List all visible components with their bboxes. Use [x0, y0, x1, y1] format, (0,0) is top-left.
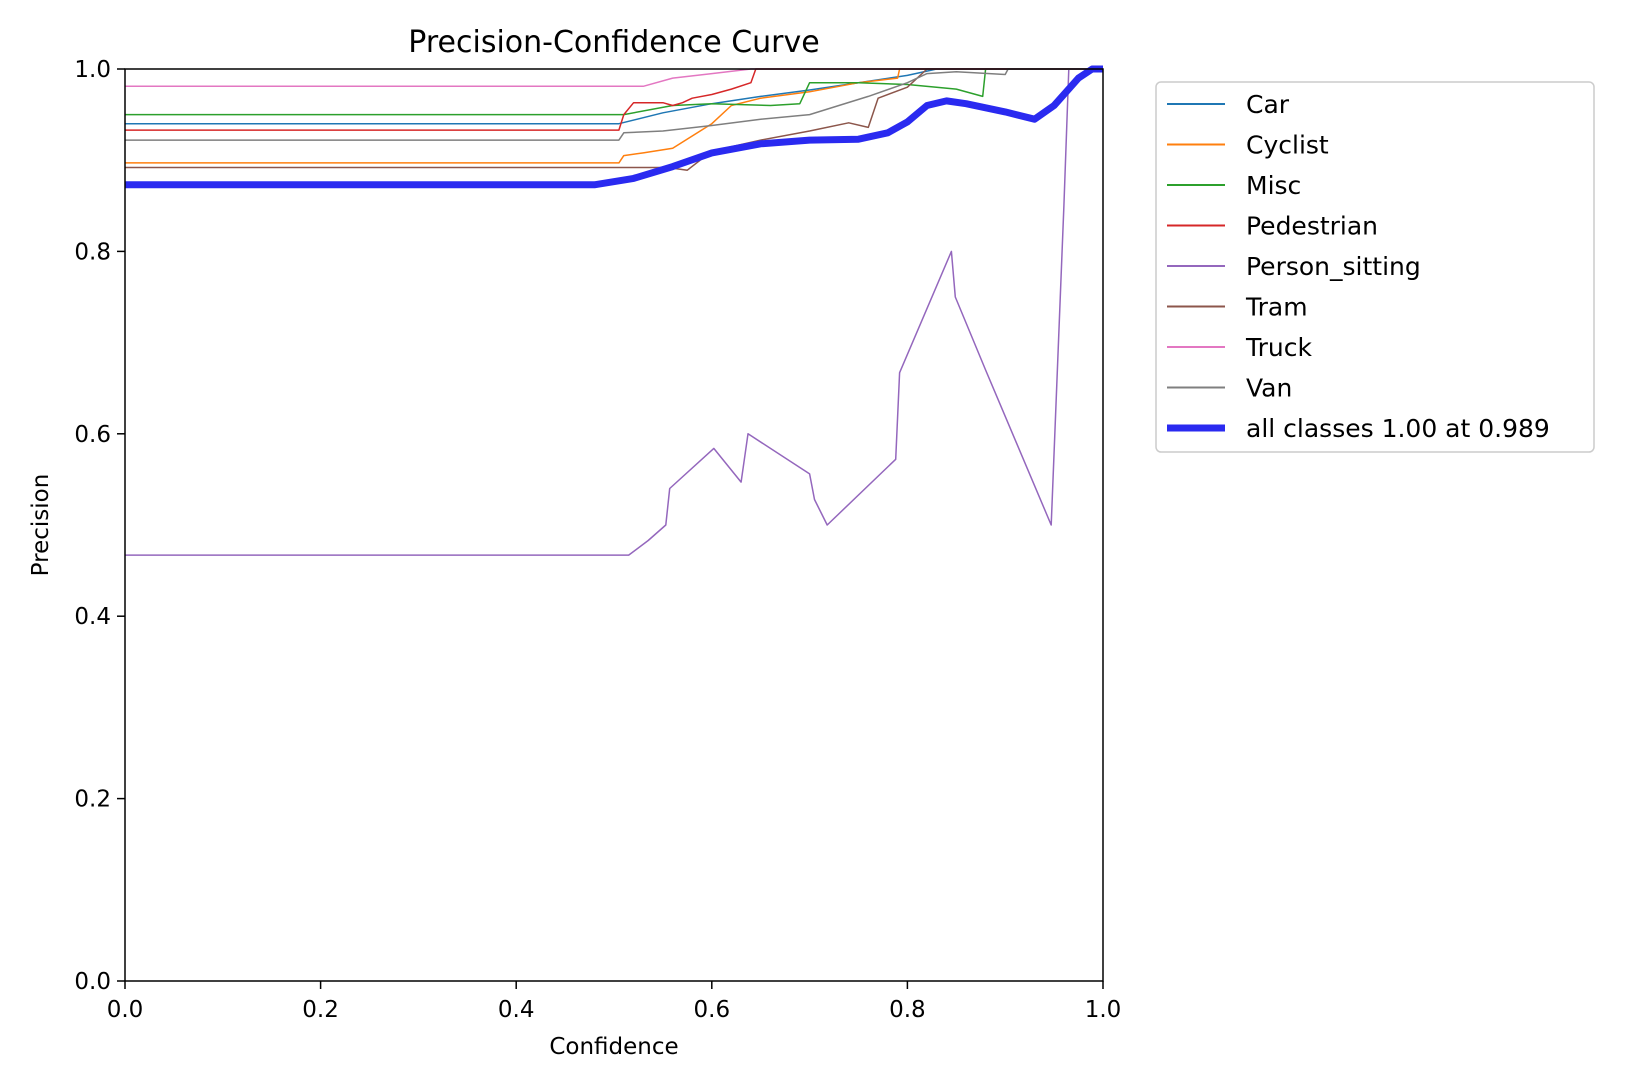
- legend-label-tram: Tram: [1245, 293, 1308, 322]
- x-tick-label: 0.4: [498, 997, 535, 1023]
- series-line-tram: [125, 68, 1103, 171]
- legend-label-van: Van: [1246, 374, 1292, 403]
- x-axis-ticks: 0.0 0.2 0.4 0.6 0.8 1.0: [107, 981, 1122, 1023]
- x-tick-label: 0.8: [889, 997, 926, 1023]
- y-axis-label: Precision: [28, 474, 54, 577]
- series-line-car: [125, 68, 1103, 125]
- y-axis-ticks: 0.0 0.2 0.4 0.6 0.8 1.0: [74, 57, 125, 995]
- x-tick-label: 0.2: [302, 997, 339, 1023]
- legend-label-pedestrian: Pedestrian: [1246, 212, 1378, 241]
- x-axis-label: Confidence: [549, 1034, 678, 1060]
- y-tick-label: 0.6: [74, 422, 111, 448]
- legend-label-cyclist: Cyclist: [1246, 131, 1329, 160]
- series-line-person-sitting: [125, 68, 1103, 556]
- legend-label-car: Car: [1246, 90, 1290, 119]
- series-line-misc: [125, 68, 1103, 116]
- plot-frame: [124, 68, 1104, 982]
- y-tick-label: 0.8: [74, 239, 111, 265]
- legend-label-all-classes-1-00-at-0-989: all classes 1.00 at 0.989: [1246, 414, 1550, 443]
- y-tick-label: 0.0: [74, 969, 111, 995]
- x-tick-label: 0.6: [694, 997, 731, 1023]
- legend-label-misc: Misc: [1246, 171, 1301, 200]
- legend-box: [1155, 81, 1595, 453]
- y-tick-label: 1.0: [74, 57, 111, 83]
- series-line-all-classes-1-00-at-0-989: [125, 65, 1103, 189]
- x-tick-label: 0.0: [107, 997, 144, 1023]
- y-tick-label: 0.2: [74, 787, 111, 813]
- series-line-cyclist: [125, 68, 1103, 164]
- series-lines: [125, 65, 1103, 556]
- legend-label-person-sitting: Person_sitting: [1246, 252, 1421, 281]
- series-line-van: [125, 68, 1103, 141]
- series-line-pedestrian: [125, 68, 1103, 131]
- x-tick-label: 1.0: [1085, 997, 1122, 1023]
- chart-title: Precision-Confidence Curve: [408, 25, 819, 60]
- y-tick-label: 0.4: [74, 604, 111, 630]
- legend-label-truck: Truck: [1245, 333, 1312, 362]
- legend: Car Cyclist Misc Pedestrian Person_sitting Tr…: [1155, 81, 1595, 453]
